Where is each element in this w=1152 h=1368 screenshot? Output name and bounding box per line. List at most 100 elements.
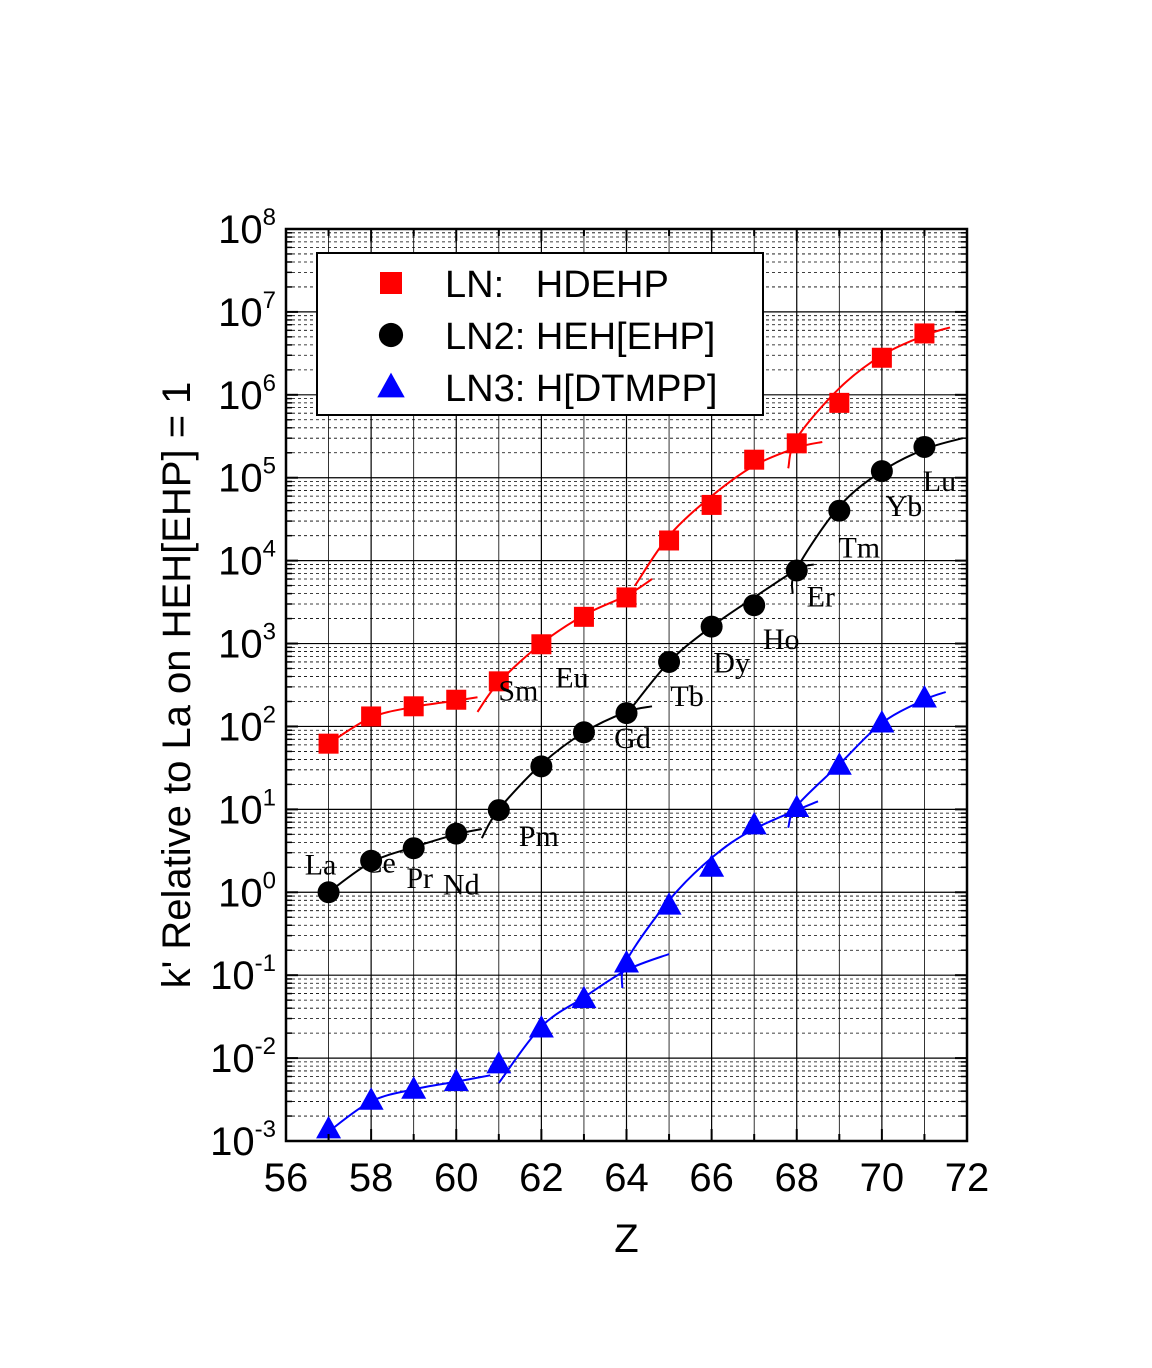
- data-point-circle: [487, 799, 510, 822]
- legend-marker-triangle: [377, 372, 405, 398]
- fit-curve: [787, 691, 947, 829]
- y-tick-base: 10: [218, 788, 263, 832]
- data-point-square: [829, 392, 850, 413]
- data-point-circle: [658, 650, 681, 673]
- x-tick-label: 64: [604, 1156, 649, 1200]
- y-tick-exponent: 7: [263, 287, 276, 314]
- element-label: Tb: [670, 680, 703, 713]
- data-point-circle: [785, 559, 808, 582]
- y-tick-exponent: 2: [263, 701, 276, 728]
- data-point-square: [914, 323, 935, 344]
- data-point-triangle: [614, 950, 639, 973]
- y-tick-base: 10: [218, 457, 263, 501]
- data-point-circle: [402, 837, 425, 860]
- data-point-square: [786, 433, 807, 454]
- y-tick-label: 103: [218, 619, 276, 667]
- y-axis-title: k' Relative to La on HEH[EHP] = 1: [155, 382, 199, 989]
- legend-marker-circle: [378, 322, 404, 348]
- element-label: Sm: [498, 674, 538, 707]
- data-markers: [316, 323, 937, 1139]
- y-tick-label: 101: [218, 784, 276, 832]
- legend-entry-label: LN: HDEHP: [445, 264, 669, 306]
- data-point-square: [573, 606, 594, 627]
- data-point-triangle: [316, 1115, 342, 1139]
- data-point-triangle: [656, 892, 682, 915]
- y-tick-exponent: -1: [255, 950, 276, 977]
- x-tick-label: 68: [775, 1156, 820, 1200]
- y-tick-label: 102: [218, 701, 276, 749]
- x-tick-label: 70: [860, 1156, 905, 1200]
- y-tick-exponent: 8: [263, 204, 276, 231]
- axis-ticks: [285, 228, 968, 1142]
- data-point-square: [659, 530, 680, 551]
- data-point-square: [701, 494, 722, 515]
- element-label: Ho: [763, 623, 800, 656]
- data-point-circle: [360, 849, 383, 872]
- y-tick-base: 10: [218, 623, 263, 667]
- y-tick-exponent: 6: [263, 370, 276, 397]
- data-point-circle: [615, 702, 638, 725]
- data-point-square: [488, 671, 509, 692]
- y-tick-label: 10-2: [210, 1033, 276, 1081]
- y-tick-label: 107: [218, 287, 276, 335]
- data-point-circle: [743, 594, 766, 617]
- y-tick-base: 10: [210, 1037, 255, 1081]
- data-point-square: [744, 449, 765, 470]
- y-tick-label: 105: [218, 453, 276, 501]
- y-tick-label: 10-3: [210, 1116, 276, 1164]
- data-point-triangle: [571, 985, 597, 1009]
- data-point-triangle: [528, 1015, 554, 1038]
- y-tick-base: 10: [218, 871, 263, 915]
- fit-curve: [328, 1074, 491, 1133]
- y-tick-label: 10-1: [210, 950, 276, 998]
- data-point-triangle: [741, 811, 767, 835]
- data-point-triangle: [401, 1076, 427, 1099]
- data-point-square: [531, 634, 552, 655]
- y-tick-exponent: 4: [263, 536, 276, 563]
- data-point-square: [446, 689, 467, 710]
- element-label: La: [305, 848, 337, 881]
- y-tick-exponent: -2: [255, 1033, 276, 1060]
- data-point-circle: [870, 460, 893, 483]
- element-label: Yb: [886, 490, 923, 523]
- data-point-square: [616, 587, 637, 608]
- y-tick-label: 100: [218, 867, 276, 915]
- x-tick-label: 60: [434, 1156, 479, 1200]
- element-label: Pr: [406, 862, 433, 895]
- x-axis-tick-labels: 56 58 60 62 64 66 68 70 72: [264, 1156, 990, 1200]
- data-point-triangle: [358, 1087, 384, 1110]
- data-point-square: [361, 706, 382, 727]
- x-tick-label: 58: [349, 1156, 394, 1200]
- x-tick-label: 66: [689, 1156, 734, 1200]
- data-point-square: [871, 347, 892, 368]
- x-tick-label: 56: [264, 1156, 309, 1200]
- legend-entry-label: LN2: HEH[EHP]: [445, 316, 715, 358]
- element-label: Ce: [362, 847, 395, 880]
- data-point-circle: [700, 615, 723, 638]
- y-tick-exponent: 0: [263, 867, 276, 894]
- y-tick-base: 10: [210, 1120, 255, 1164]
- legend-marker-square: [380, 272, 402, 294]
- element-label: Dy: [713, 647, 750, 680]
- element-label: Lu: [923, 465, 956, 498]
- data-point-square: [318, 733, 339, 754]
- data-point-circle: [445, 822, 468, 845]
- element-label: Nd: [443, 869, 480, 902]
- x-axis-title: Z: [614, 1217, 638, 1261]
- y-tick-exponent: 1: [263, 784, 276, 811]
- element-label: Eu: [555, 661, 588, 694]
- y-tick-exponent: 3: [263, 619, 276, 646]
- y-tick-base: 10: [218, 208, 263, 252]
- element-label: Gd: [614, 722, 651, 755]
- data-point-triangle: [784, 794, 810, 818]
- element-label: Er: [807, 581, 835, 614]
- data-point-triangle: [486, 1050, 512, 1074]
- data-point-triangle: [443, 1068, 469, 1092]
- data-point-square: [403, 696, 424, 717]
- y-tick-base: 10: [218, 291, 263, 335]
- element-label: Tm: [838, 532, 880, 565]
- data-point-triangle: [826, 752, 852, 775]
